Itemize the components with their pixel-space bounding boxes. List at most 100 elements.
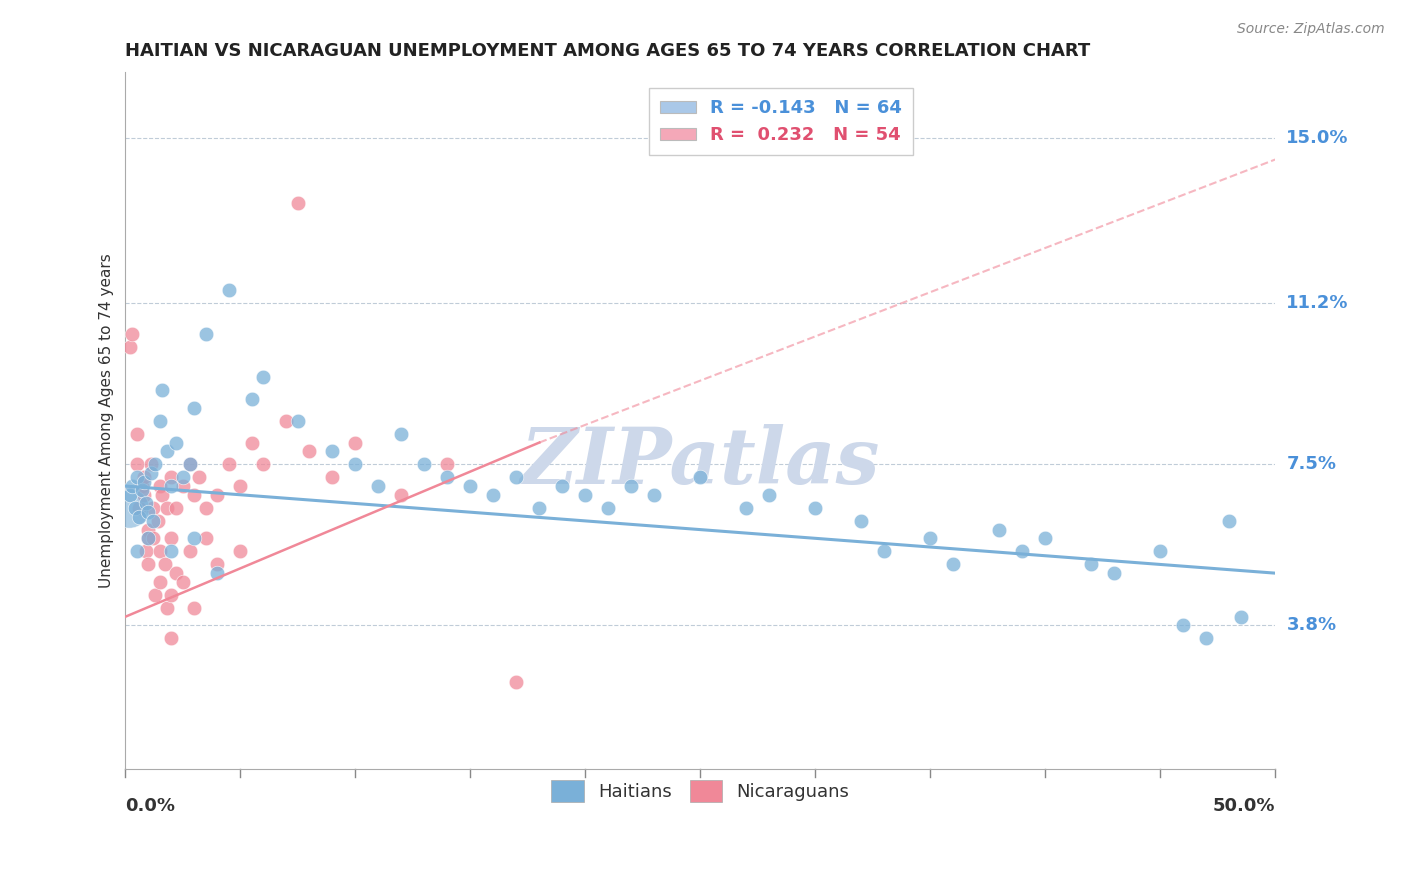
- Text: 11.2%: 11.2%: [1286, 294, 1348, 312]
- Point: [920, 531, 942, 545]
- Point: [436, 470, 458, 484]
- Point: [131, 483, 153, 498]
- Point: [1195, 632, 1218, 646]
- Point: [156, 444, 179, 458]
- Point: [1218, 514, 1240, 528]
- Text: ZIPatlas: ZIPatlas: [520, 425, 880, 500]
- Point: [229, 479, 252, 493]
- Point: [138, 505, 160, 519]
- Point: [276, 414, 298, 428]
- Point: [505, 470, 527, 484]
- Point: [128, 500, 150, 515]
- Point: [135, 544, 157, 558]
- Point: [125, 470, 148, 484]
- Point: [160, 632, 183, 646]
- Point: [1102, 566, 1125, 581]
- Point: [135, 496, 157, 510]
- Text: 0.0%: 0.0%: [125, 797, 176, 815]
- Point: [150, 384, 173, 398]
- Text: HAITIAN VS NICARAGUAN UNEMPLOYMENT AMONG AGES 65 TO 74 YEARS CORRELATION CHART: HAITIAN VS NICARAGUAN UNEMPLOYMENT AMONG…: [125, 42, 1091, 60]
- Point: [851, 514, 873, 528]
- Point: [165, 435, 187, 450]
- Point: [482, 488, 505, 502]
- Point: [172, 574, 194, 589]
- Point: [988, 523, 1011, 537]
- Point: [125, 544, 148, 558]
- Point: [138, 531, 160, 545]
- Point: [179, 458, 201, 472]
- Point: [804, 500, 827, 515]
- Point: [132, 470, 155, 484]
- Text: 50.0%: 50.0%: [1213, 797, 1275, 815]
- Point: [121, 479, 143, 493]
- Point: [229, 544, 252, 558]
- Point: [145, 458, 167, 472]
- Point: [139, 466, 162, 480]
- Point: [146, 514, 169, 528]
- Point: [344, 435, 367, 450]
- Point: [160, 531, 183, 545]
- Point: [298, 444, 321, 458]
- Point: [574, 488, 596, 502]
- Point: [121, 326, 143, 341]
- Text: Source: ZipAtlas.com: Source: ZipAtlas.com: [1237, 22, 1385, 37]
- Point: [120, 340, 142, 354]
- Point: [367, 479, 389, 493]
- Point: [142, 500, 165, 515]
- Point: [735, 500, 758, 515]
- Point: [460, 479, 482, 493]
- Point: [1149, 544, 1171, 558]
- Point: [160, 544, 183, 558]
- Point: [218, 458, 240, 472]
- Point: [179, 458, 201, 472]
- Point: [132, 488, 155, 502]
- Point: [138, 531, 160, 545]
- Point: [207, 566, 229, 581]
- Point: [689, 470, 711, 484]
- Point: [1033, 531, 1056, 545]
- Point: [207, 558, 229, 572]
- Text: 3.8%: 3.8%: [1286, 616, 1337, 634]
- Point: [132, 475, 155, 489]
- Point: [529, 500, 551, 515]
- Point: [194, 531, 217, 545]
- Point: [218, 283, 240, 297]
- Point: [207, 488, 229, 502]
- Point: [149, 544, 172, 558]
- Point: [344, 458, 367, 472]
- Point: [131, 479, 153, 493]
- Point: [150, 488, 173, 502]
- Point: [179, 544, 201, 558]
- Point: [172, 470, 194, 484]
- Point: [172, 479, 194, 493]
- Point: [321, 470, 343, 484]
- Point: [138, 523, 160, 537]
- Point: [183, 531, 205, 545]
- Point: [287, 414, 309, 428]
- Point: [149, 479, 172, 493]
- Point: [142, 531, 165, 545]
- Point: [758, 488, 780, 502]
- Point: [149, 414, 172, 428]
- Point: [183, 488, 205, 502]
- Point: [321, 444, 343, 458]
- Point: [942, 558, 965, 572]
- Point: [252, 458, 274, 472]
- Point: [142, 514, 165, 528]
- Point: [436, 458, 458, 472]
- Point: [240, 392, 263, 406]
- Point: [643, 488, 665, 502]
- Point: [124, 500, 146, 515]
- Point: [389, 426, 412, 441]
- Point: [165, 500, 187, 515]
- Text: 15.0%: 15.0%: [1286, 128, 1348, 147]
- Point: [287, 196, 309, 211]
- Text: 7.5%: 7.5%: [1286, 455, 1336, 474]
- Point: [160, 479, 183, 493]
- Point: [240, 435, 263, 450]
- Point: [183, 601, 205, 615]
- Point: [149, 574, 172, 589]
- Point: [165, 566, 187, 581]
- Point: [138, 558, 160, 572]
- Point: [194, 500, 217, 515]
